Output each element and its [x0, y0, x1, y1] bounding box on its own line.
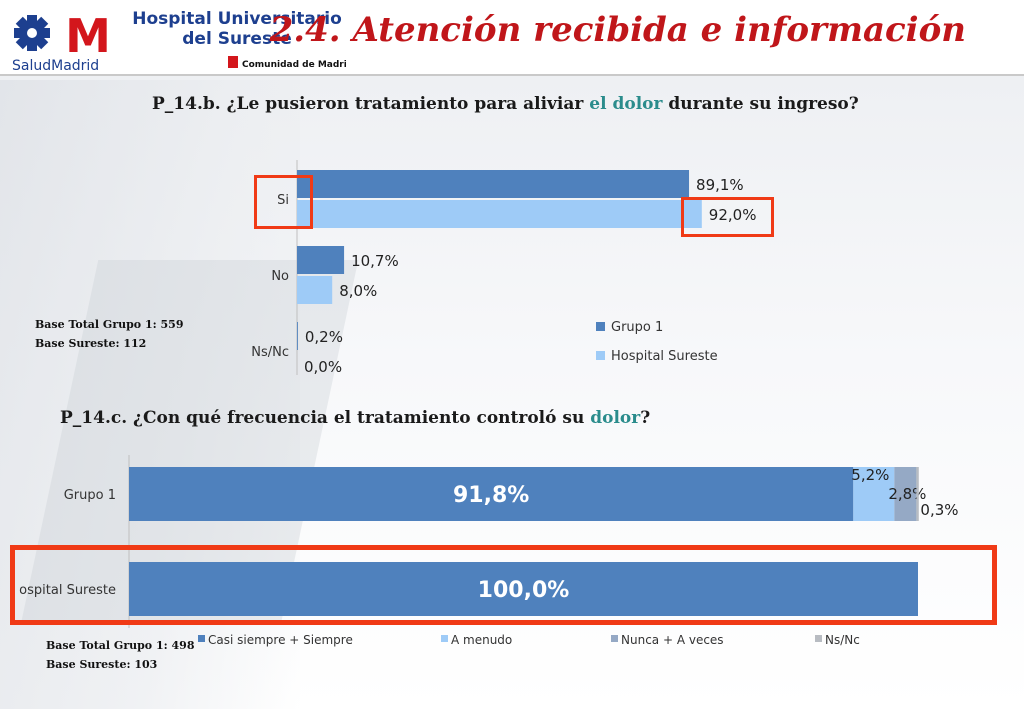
question-2-title-highlight: dolor [590, 408, 641, 428]
slide-title: 2.4. Atención recibida e información [269, 10, 966, 50]
chart2-category-label: Grupo 1 [64, 488, 116, 503]
chart2-legend-swatch [611, 635, 618, 642]
chart2-bar-segment [916, 467, 919, 521]
question-2-title-pre: P_14.c. ¿Con qué frecuencia el tratamien… [60, 408, 591, 428]
question-2-title: P_14.c. ¿Con qué frecuencia el tratamien… [60, 408, 650, 428]
chart2-legend-label: A menudo [451, 633, 512, 647]
chart1-category-label: No [271, 269, 289, 284]
chart2-legend-swatch [815, 635, 822, 642]
chart2-legend-label: Ns/Nc [825, 633, 860, 647]
chart2-legend-swatch [441, 635, 448, 642]
callout-box-si [254, 175, 313, 229]
chart2-legend-label: Casi siempre + Siempre [208, 633, 353, 647]
chart1-category-label: Si [277, 193, 289, 208]
chart2-bar-segment [129, 562, 918, 616]
chart2-legend-swatch [198, 635, 205, 642]
question-1-title-highlight: el dolor [589, 94, 663, 114]
chart2-legend-label: Nunca + A veces [621, 633, 724, 647]
logo-sub: SaludMadrid [12, 58, 99, 72]
logo-mark: M [65, 9, 111, 63]
chart1-legend-label: Hospital Sureste [611, 349, 718, 364]
chart2-category-label: ospital Sureste [19, 583, 116, 598]
chart1-data-label: 0,0% [304, 358, 342, 376]
chart1-legend-swatch [596, 322, 605, 331]
chart2-bar-segment [894, 467, 917, 521]
chart2-bar-segment [853, 467, 895, 521]
chart2-bar-segment [129, 467, 854, 521]
chart1-bar [297, 170, 690, 198]
star-icon [14, 15, 50, 51]
base-note-q2-group1: Base Total Grupo 1: 498 [46, 639, 195, 652]
logo-line1: Hospital Universitario [132, 9, 342, 29]
chart1-data-label: 0,2% [305, 328, 343, 346]
chart1-category-label: Ns/Nc [251, 345, 289, 360]
chart1-data-label: 8,0% [339, 282, 377, 300]
hospital-logo: M SaludMadrid Hospital Universitario del… [10, 8, 346, 72]
question-1-title: P_14.b. ¿Le pusieron tratamiento para al… [152, 94, 859, 114]
base-note-q1-group1: Base Total Grupo 1: 559 [35, 318, 184, 331]
question-1-title-post: durante su ingreso? [662, 94, 859, 114]
chart1-data-label: 92,0% [709, 206, 757, 224]
chart1-legend-label: Grupo 1 [611, 320, 663, 335]
chart1-bar [297, 200, 702, 228]
chart1-bar [297, 276, 333, 304]
header-divider [0, 74, 1024, 76]
callout-box-92 [681, 197, 774, 237]
chart2-data-label: 5,2% [851, 466, 889, 484]
chart1-bar [297, 322, 298, 350]
question-2-title-post: ? [640, 408, 651, 428]
question-1-title-pre: P_14.b. ¿Le pusieron tratamiento para al… [152, 94, 590, 114]
chart1-data-label: 10,7% [351, 252, 399, 270]
logo-line2: del Sureste [182, 29, 291, 49]
chart1-bar [297, 246, 345, 274]
chart2-data-label: 91,8% [453, 483, 529, 508]
chart2-data-label: 100,0% [478, 578, 570, 603]
chart1-data-label: 89,1% [696, 176, 744, 194]
callout-box-hospital-sureste [10, 545, 997, 625]
chart2-data-label: 0,3% [920, 501, 958, 519]
base-note-q1-sureste: Base Sureste: 112 [35, 337, 147, 350]
base-note-q2-sureste: Base Sureste: 103 [46, 658, 158, 671]
logo-comunidad: Comunidad de Madrid [242, 60, 346, 70]
chart1-legend-swatch [596, 351, 605, 360]
